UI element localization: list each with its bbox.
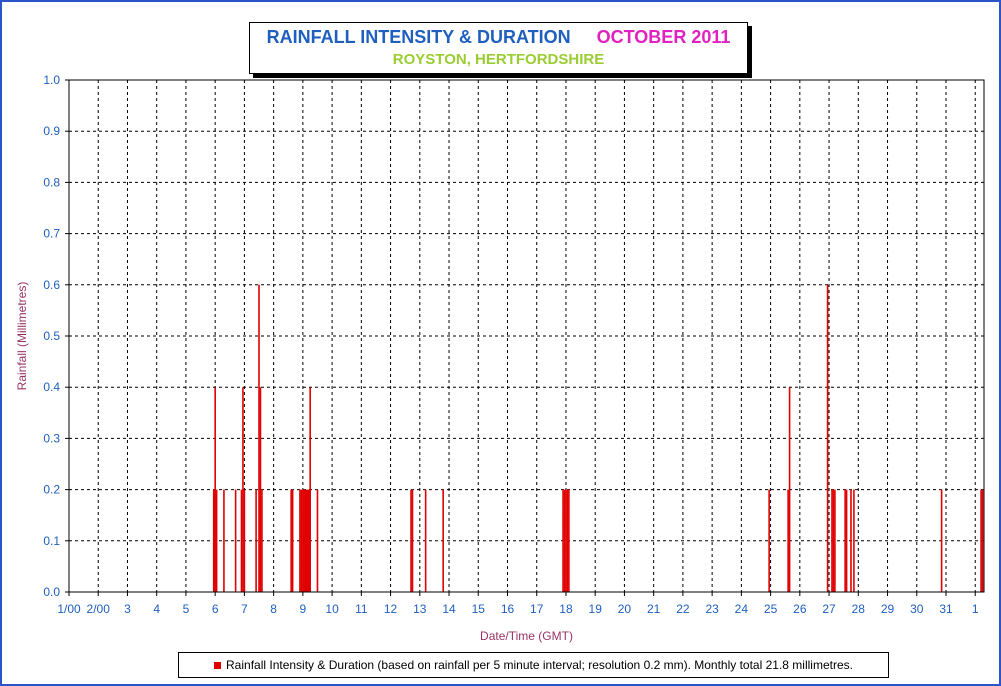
x-tick-label: 1/00	[57, 602, 81, 616]
y-tick-label: 0.4	[43, 380, 60, 394]
x-tick-label: 7	[241, 602, 248, 616]
x-tick-label: 14	[442, 602, 456, 616]
x-tick-label: 6	[212, 602, 219, 616]
y-tick-label: 0.5	[43, 329, 60, 343]
x-tick-label: 19	[589, 602, 603, 616]
x-tick-label: 31	[939, 602, 953, 616]
x-tick-label: 9	[300, 602, 307, 616]
x-tick-label: 23	[705, 602, 719, 616]
x-tick-label: 29	[881, 602, 895, 616]
y-tick-label: 0.9	[43, 124, 60, 138]
x-tick-label: 27	[822, 602, 836, 616]
y-tick-label: 0.2	[43, 483, 60, 497]
x-tick-label: 20	[618, 602, 632, 616]
x-axis-ticks: 1/00 2/00 3 4 5 6 7 8 9 10 11 12 13 14 15 16 17 18 19 20 21 2…	[57, 592, 979, 616]
x-tick-label: 30	[910, 602, 924, 616]
x-tick-label: 8	[270, 602, 277, 616]
x-tick-label: 25	[764, 602, 778, 616]
title-box: RAINFALL INTENSITY & DURATION OCTOBER 201…	[249, 22, 748, 74]
x-tick-label: 1	[972, 602, 979, 616]
y-tick-label: 0.0	[43, 585, 60, 599]
y-tick-label: 0.3	[43, 431, 60, 445]
x-tick-label: 2/00	[87, 602, 111, 616]
x-tick-label: 24	[735, 602, 749, 616]
x-tick-label: 12	[384, 602, 398, 616]
x-tick-label: 13	[413, 602, 427, 616]
y-tick-label: 0.7	[43, 227, 60, 241]
chart-title-month: OCTOBER 2011	[596, 27, 731, 47]
title-line: RAINFALL INTENSITY & DURATION OCTOBER 201…	[250, 27, 747, 48]
y-tick-label: 1.0	[43, 73, 60, 87]
x-tick-label: 16	[501, 602, 515, 616]
y-axis-label: Rainfall (Millimetres)	[15, 282, 29, 391]
x-tick-label: 4	[153, 602, 160, 616]
x-tick-label: 26	[793, 602, 807, 616]
y-tick-label: 0.1	[43, 534, 60, 548]
x-tick-label: 17	[530, 602, 544, 616]
y-tick-label: 0.6	[43, 278, 60, 292]
legend-label: Rainfall Intensity & Duration (based on …	[226, 658, 853, 672]
x-tick-label: 22	[676, 602, 690, 616]
x-tick-label: 28	[852, 602, 866, 616]
chart-title: RAINFALL INTENSITY & DURATION	[266, 27, 571, 47]
legend-swatch	[214, 661, 222, 669]
y-tick-label: 0.8	[43, 175, 60, 189]
chart-subtitle: ROYSTON, HERTFORDSHIRE	[392, 51, 605, 68]
x-tick-label: 5	[183, 602, 190, 616]
x-tick-label: 15	[472, 602, 486, 616]
x-tick-label: 10	[325, 602, 339, 616]
x-tick-label: 18	[559, 602, 573, 616]
y-axis-ticks: 0.0 0.1 0.2 0.3 0.4 0.5 0.6 0.7 0.8 0.9 1.0	[43, 73, 69, 599]
x-axis-label: Date/Time (GMT)	[480, 629, 573, 643]
legend: Rainfall Intensity & Duration (based on …	[178, 652, 889, 678]
rainfall-bars	[212, 284, 984, 592]
x-tick-label: 11	[355, 602, 368, 616]
x-tick-label: 3	[124, 602, 131, 616]
x-tick-label: 21	[647, 602, 661, 616]
